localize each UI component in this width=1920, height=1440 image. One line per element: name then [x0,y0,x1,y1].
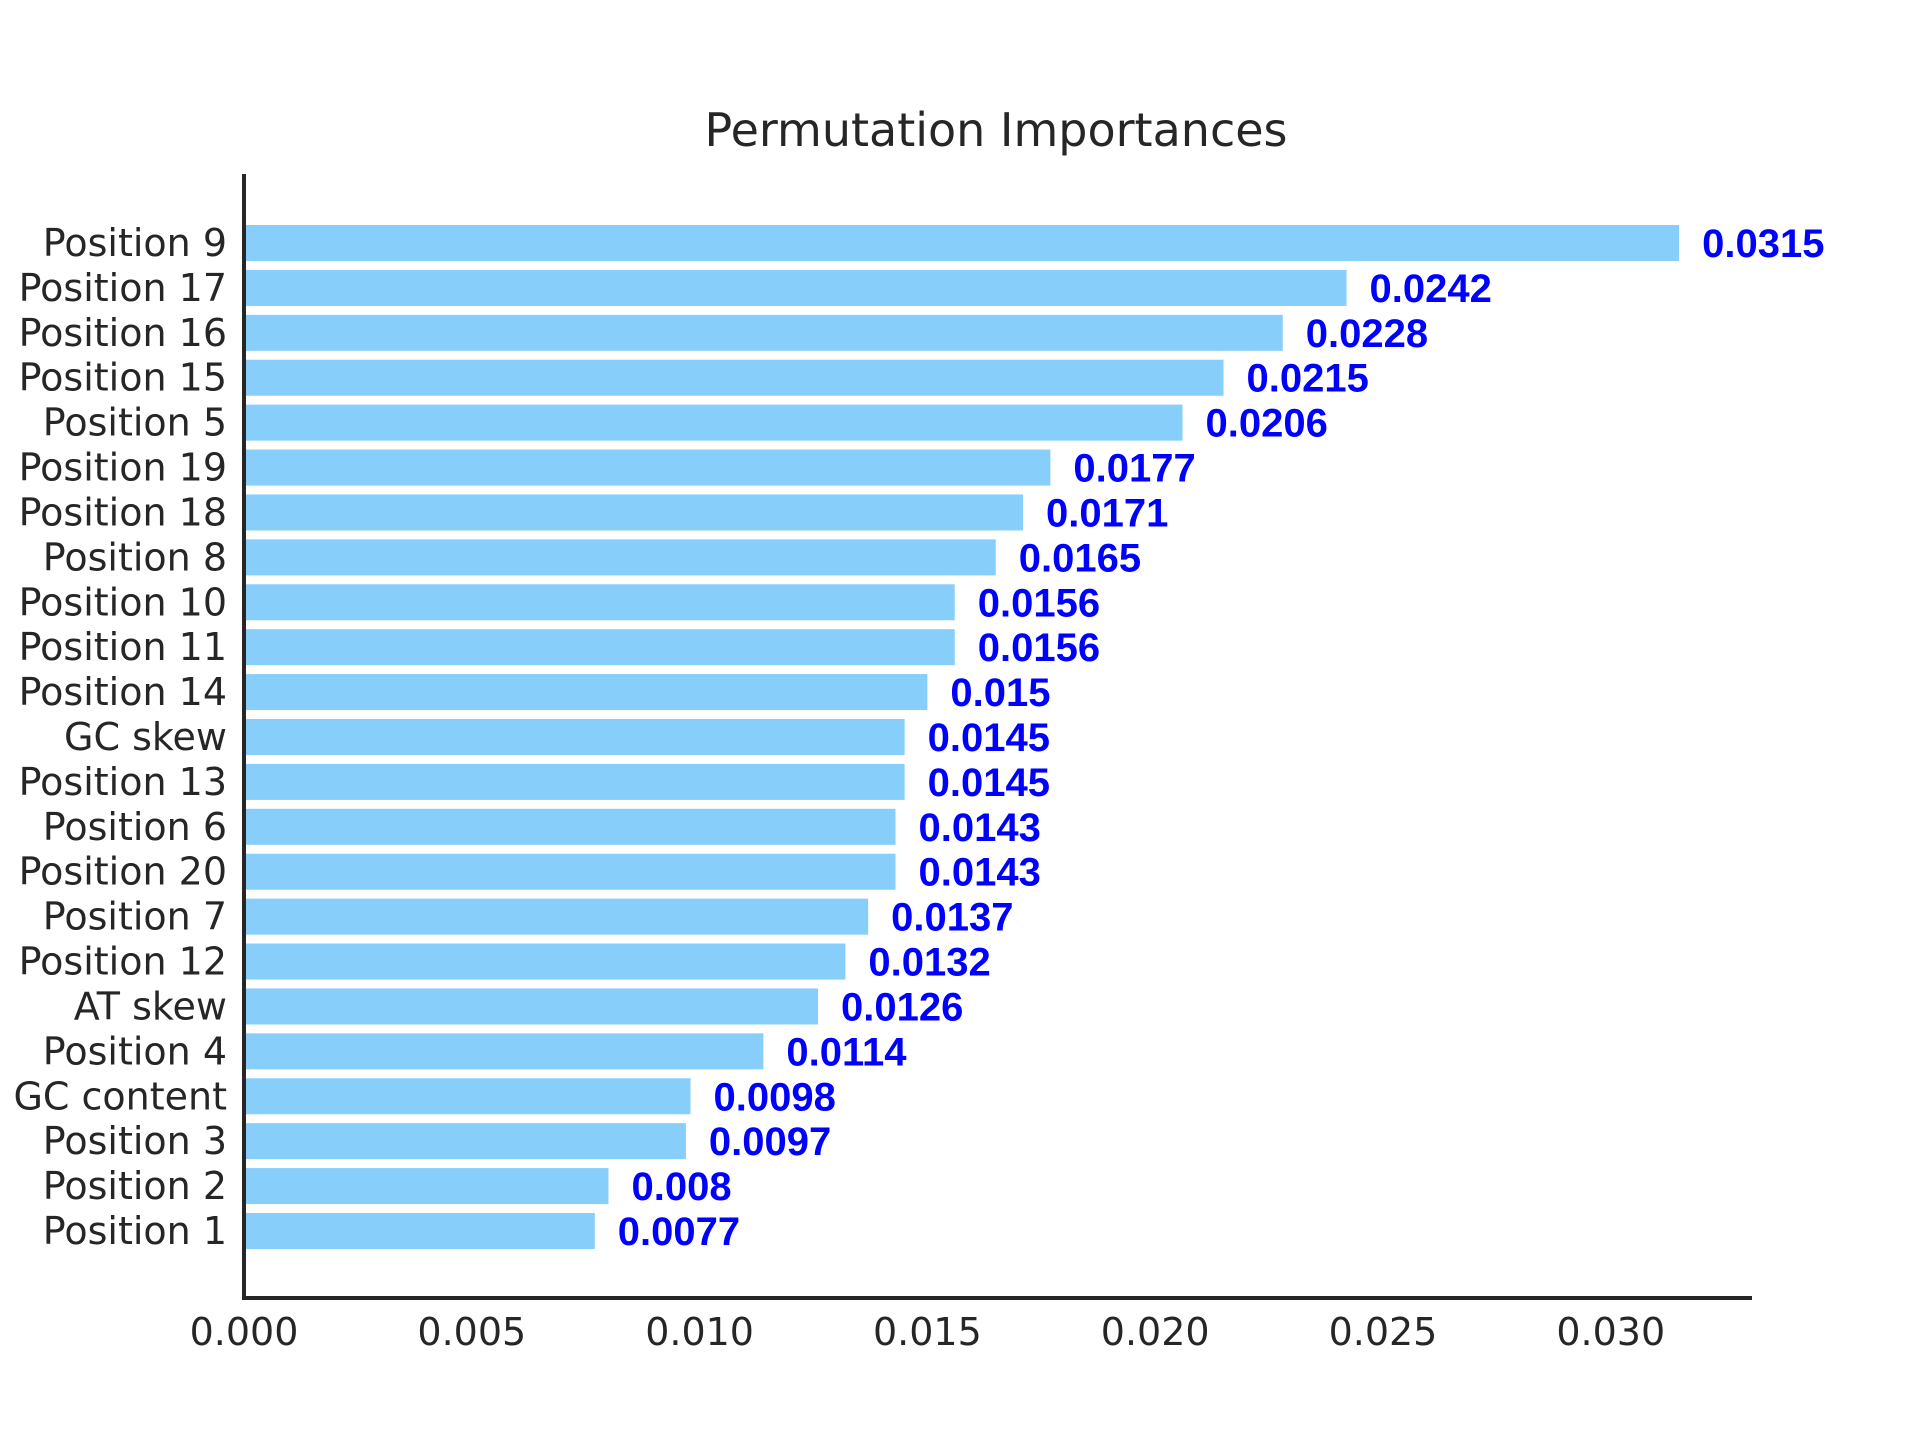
x-tick-label: 0.010 [645,1310,754,1354]
value-label: 0.0097 [709,1120,831,1164]
bar [244,1168,609,1205]
bar [244,494,1024,531]
value-label: 0.0156 [978,581,1100,625]
value-label: 0.0098 [713,1075,835,1119]
chart-title: Permutation Importances [705,103,1288,157]
bar [244,1213,595,1249]
bar [244,539,996,576]
bar [244,674,928,711]
bar [244,808,896,845]
value-label: 0.0143 [918,806,1040,850]
value-label: 0.0145 [928,761,1050,805]
category-label: Position 4 [43,1029,227,1073]
value-label: 0.0165 [1019,536,1141,580]
category-label: Position 13 [19,760,227,804]
bar [244,719,905,755]
value-label: 0.008 [631,1165,731,1209]
bar [244,1123,686,1160]
category-label: Position 11 [19,625,227,669]
category-label: Position 12 [19,940,227,984]
bar [244,225,1680,261]
category-label: Position 9 [43,221,227,265]
bar [244,629,955,666]
value-label: 0.0228 [1306,312,1428,356]
value-label: 0.0114 [786,1030,907,1074]
category-label: Position 1 [43,1209,227,1253]
x-ticks: 0.000 0.005 0.010 0.015 0.020 0.025 0.030 [190,1310,1666,1354]
category-label: AT skew [74,984,227,1028]
x-tick-label: 0.015 [873,1310,982,1354]
category-label: Position 19 [19,446,227,490]
bar [244,269,1347,306]
category-label: GC skew [64,715,227,759]
category-label: Position 14 [19,670,227,714]
value-label: 0.0215 [1247,357,1369,401]
x-tick-label: 0.020 [1101,1310,1210,1354]
category-label: Position 8 [43,535,227,579]
category-label: GC content [13,1074,227,1118]
category-label: Position 5 [43,401,227,445]
x-tick-label: 0.025 [1329,1310,1438,1354]
value-label: 0.0137 [891,896,1013,940]
bar [244,1033,764,1070]
category-label: Position 16 [19,311,227,355]
bar [244,943,846,980]
value-label: 0.0315 [1702,222,1824,266]
category-label: Position 3 [43,1119,227,1163]
value-label: 0.015 [950,671,1050,715]
value-label: 0.0156 [978,626,1100,670]
category-label: Position 17 [19,266,227,310]
value-label: 0.0206 [1206,402,1328,446]
bar [244,763,905,800]
category-label: Position 15 [19,356,227,400]
value-label: 0.0171 [1046,491,1168,535]
category-label: Position 18 [19,490,227,534]
bar [244,359,1224,396]
x-tick-label: 0.005 [417,1310,526,1354]
bar [244,449,1051,486]
category-label: Position 7 [43,895,227,939]
x-tick-label: 0.000 [190,1310,299,1354]
bar [244,314,1283,351]
bar [244,898,869,935]
value-label: 0.0145 [928,716,1050,760]
value-label: 0.0242 [1370,267,1492,311]
value-label: 0.0143 [918,851,1040,895]
bar [244,1078,691,1115]
value-label: 0.0077 [618,1210,740,1254]
value-labels: 0.03150.02420.02280.02150.02060.01770.01… [618,222,1825,1254]
value-label: 0.0126 [841,985,963,1029]
bar [244,988,819,1025]
bars-group [244,225,1680,1249]
value-label: 0.0132 [868,941,990,985]
category-label: Position 10 [19,580,227,624]
category-label: Position 20 [19,850,227,894]
category-label: Position 6 [43,805,227,849]
bar [244,853,896,890]
x-tick-label: 0.030 [1556,1310,1665,1354]
bar [244,404,1183,441]
bar [244,584,955,621]
value-label: 0.0177 [1073,447,1195,491]
category-label: Position 2 [43,1164,227,1208]
